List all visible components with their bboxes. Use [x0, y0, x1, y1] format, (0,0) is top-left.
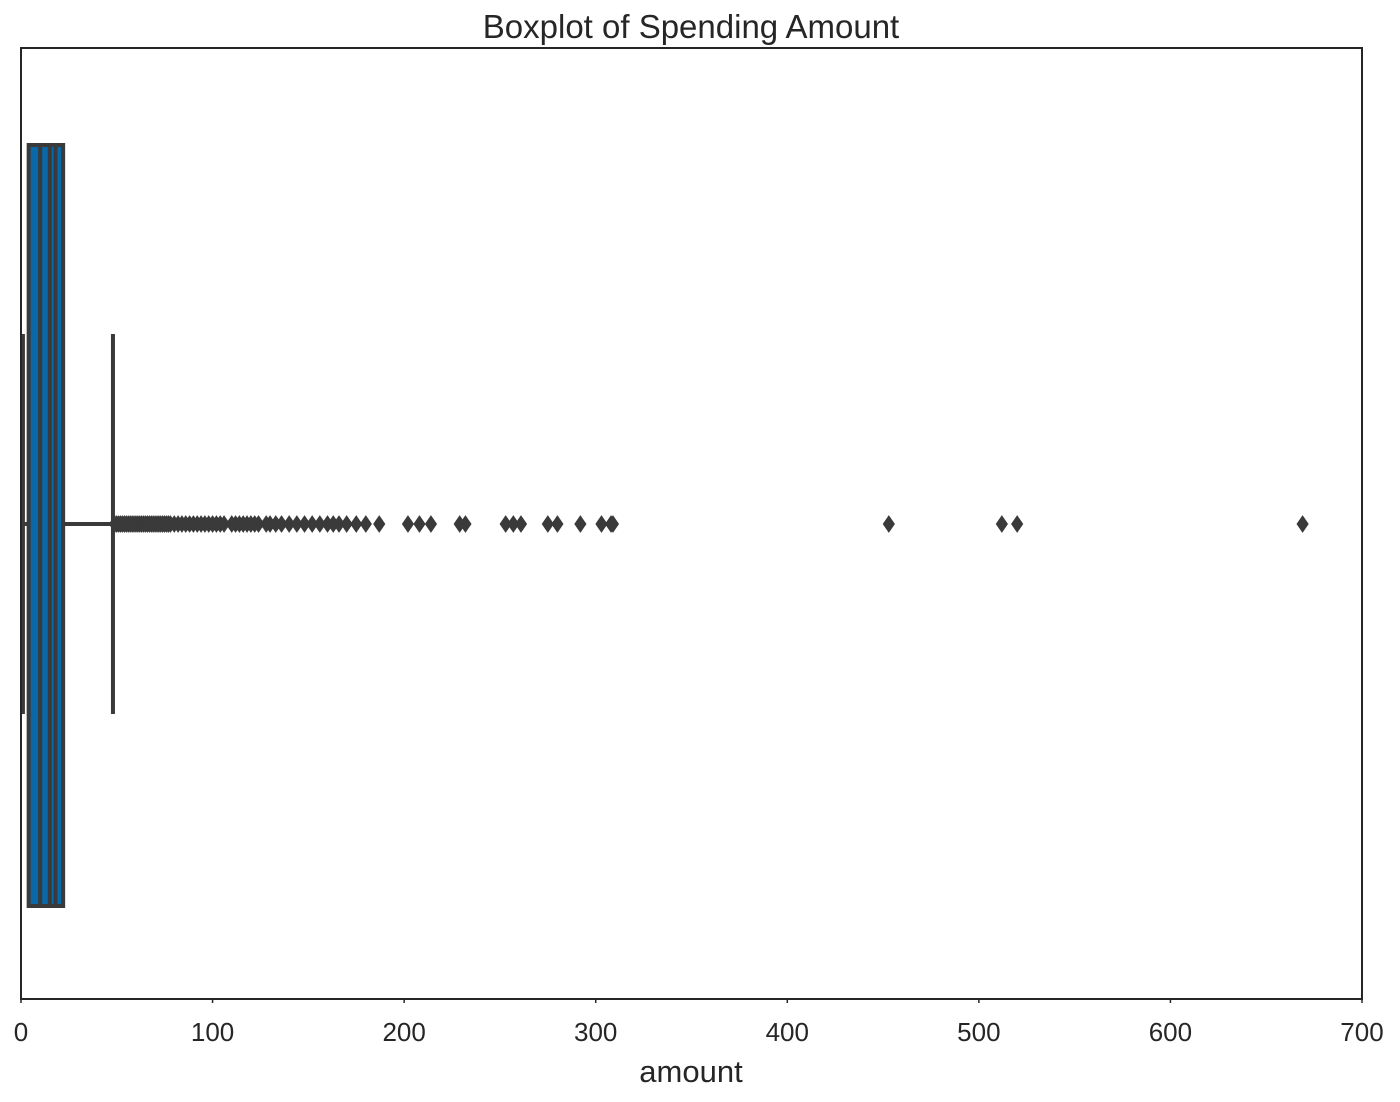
- x-axis: 0 100 200 300 400 500 600 700: [14, 999, 1384, 1047]
- outlier-point: [541, 515, 554, 533]
- plot-frame: [20, 47, 1363, 1000]
- outlier-point: [1011, 515, 1024, 533]
- x-tick-label: 300: [574, 1017, 617, 1047]
- outlier-point: [359, 515, 372, 533]
- outlier-point: [882, 515, 895, 533]
- x-tick-label: 200: [382, 1017, 425, 1047]
- outlier-point: [373, 515, 386, 533]
- x-axis-label: amount: [639, 1054, 743, 1089]
- outlier-point: [595, 515, 608, 533]
- x-tick-label: 700: [1340, 1017, 1383, 1047]
- outlier-point: [995, 515, 1008, 533]
- plot-area: [20, 143, 1309, 908]
- outlier-point: [340, 515, 353, 533]
- outlier-point: [514, 515, 528, 533]
- outlier-point: [459, 515, 472, 533]
- x-tick-label: 0: [14, 1017, 28, 1047]
- outlier-point: [401, 515, 415, 533]
- outlier-point: [413, 515, 426, 533]
- outlier-point: [574, 515, 587, 533]
- outlier-point: [551, 515, 564, 533]
- outlier-point: [1296, 515, 1309, 533]
- outlier-point: [350, 515, 363, 533]
- x-tick-label: 600: [1149, 1017, 1192, 1047]
- x-tick-label: 400: [766, 1017, 809, 1047]
- x-tick-label: 500: [957, 1017, 1000, 1047]
- box-iqr: [26, 143, 66, 908]
- x-tick-label: 100: [191, 1017, 234, 1047]
- outlier-point: [424, 515, 438, 533]
- chart-title: Boxplot of Spending Amount: [483, 8, 899, 45]
- outlier-point: [606, 515, 620, 533]
